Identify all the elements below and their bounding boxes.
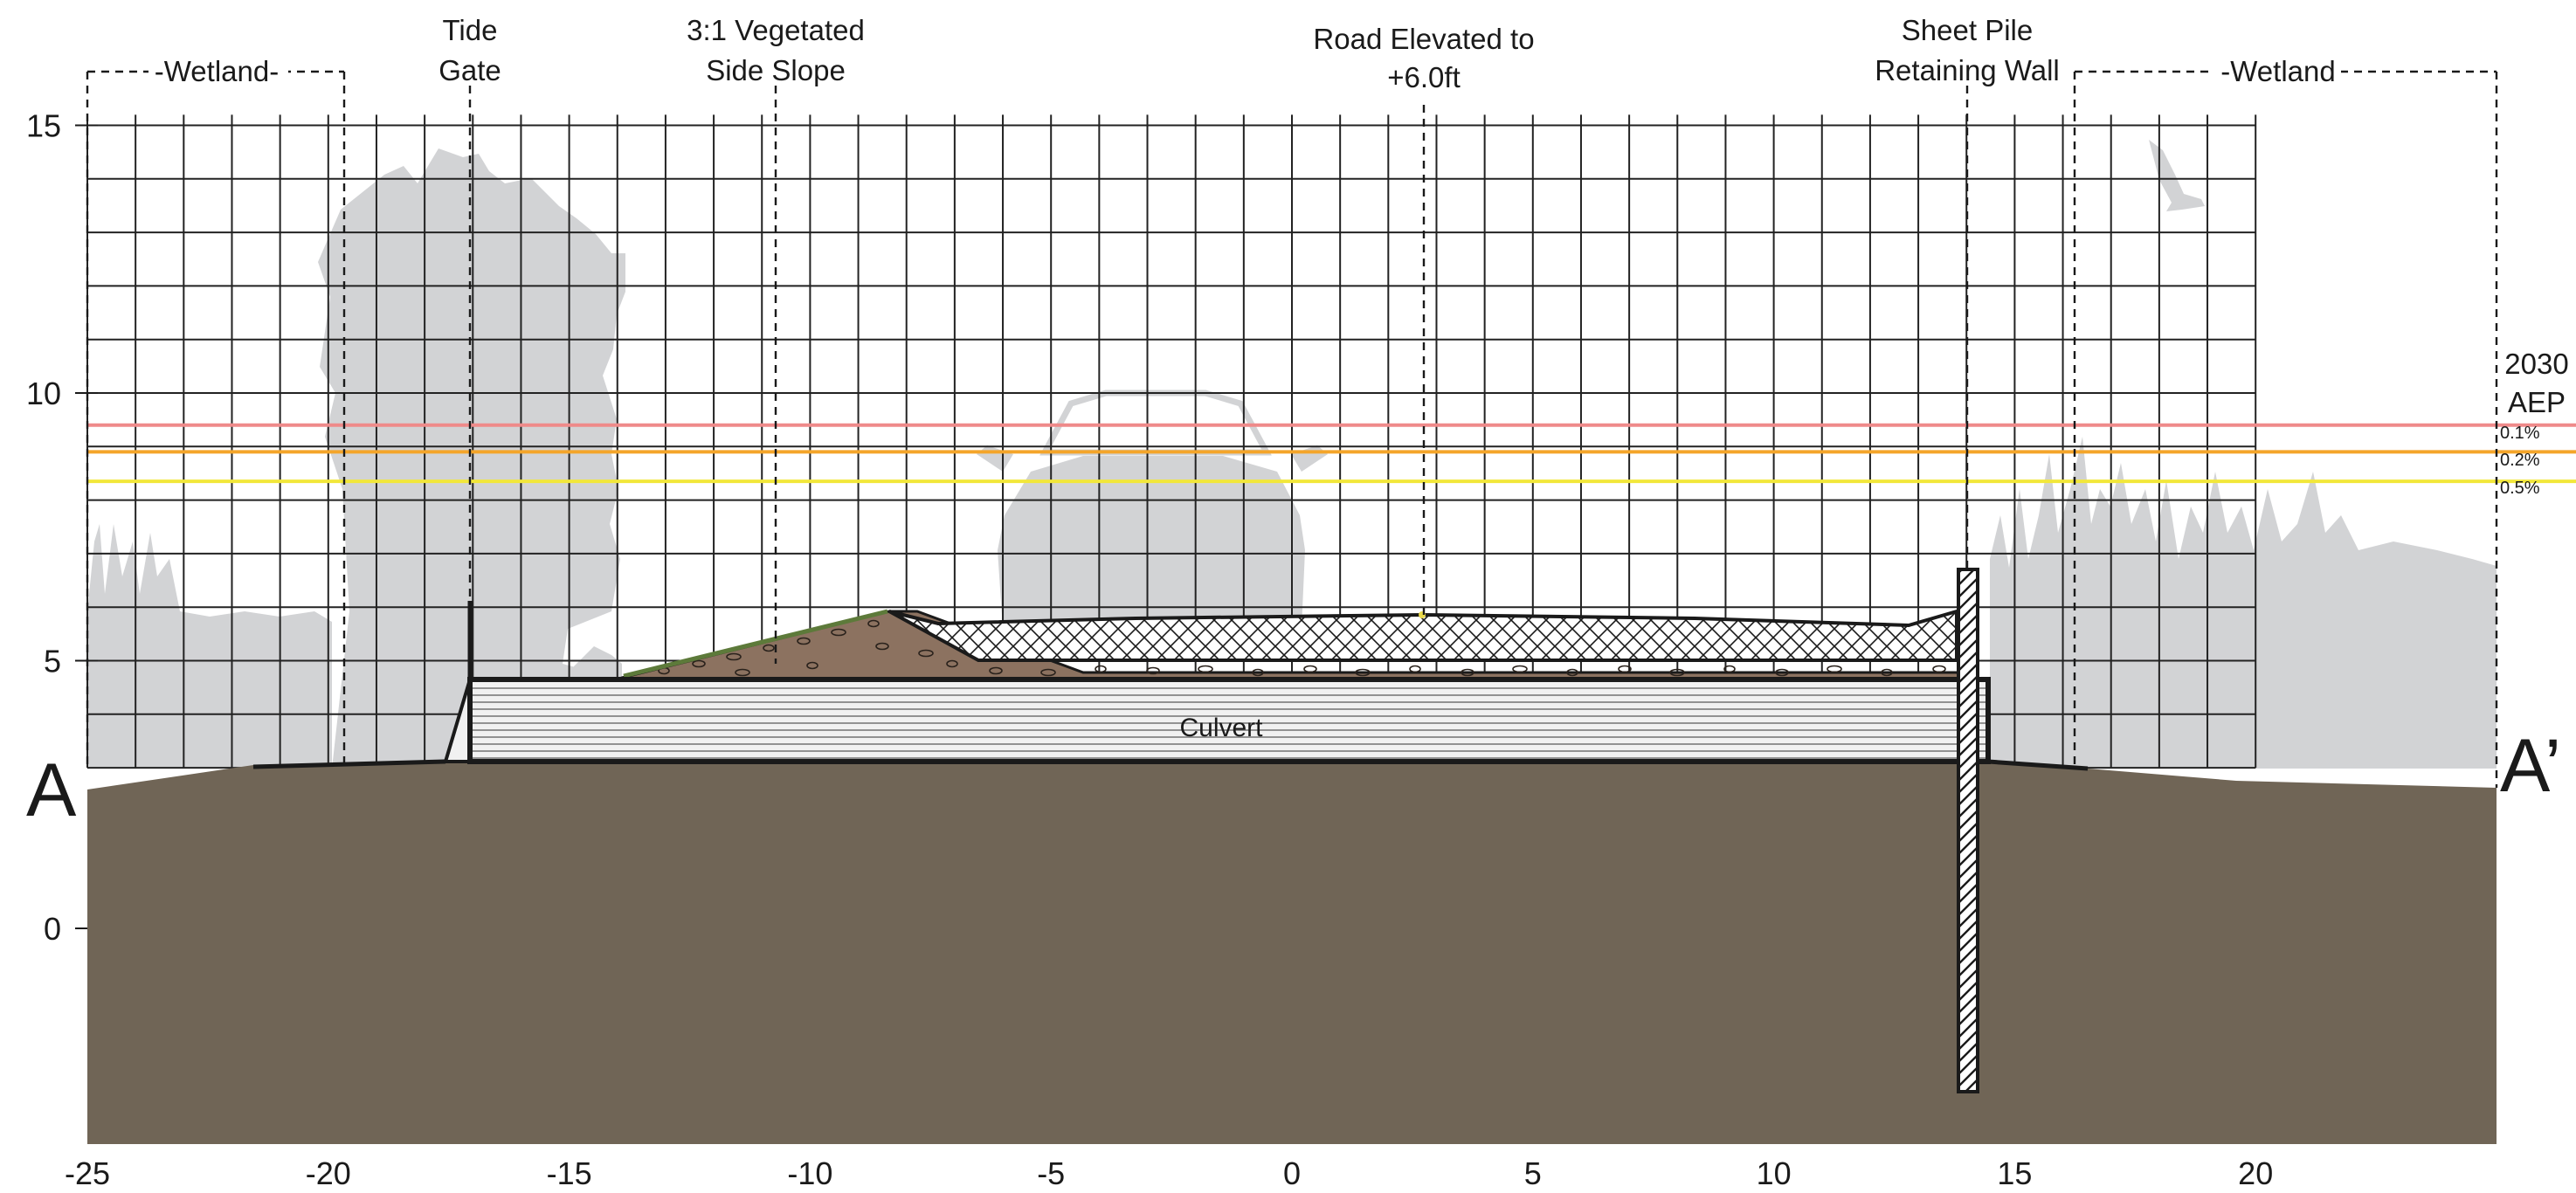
culvert-label: Culvert xyxy=(1179,714,1263,742)
soil-pebble xyxy=(1618,665,1632,673)
grass-silhouette-icon xyxy=(87,524,332,769)
soil-pebble xyxy=(1040,668,1056,677)
x-tick-label: 10 xyxy=(1757,1155,1792,1191)
soil-pebble xyxy=(1461,668,1474,677)
x-tick-label: -5 xyxy=(1037,1155,1065,1191)
aep-legend-title: AEP xyxy=(2508,386,2566,418)
x-tick-label: 0 xyxy=(1283,1155,1301,1191)
soil-pebble xyxy=(1932,665,1946,673)
callout-tide-gate-line2: Gate xyxy=(439,54,501,86)
soil-pebble xyxy=(735,668,750,677)
soil-pebble xyxy=(806,661,818,670)
road-fill xyxy=(888,609,1958,662)
callout-tide-gate-line1: Tide xyxy=(443,14,498,46)
soil-pebble xyxy=(831,628,846,637)
callouts: -Wetland- Tide Gate 3:1 Vegetated Side S… xyxy=(148,14,2341,93)
grass-silhouette-icon xyxy=(1990,437,2497,769)
x-tick-label: -25 xyxy=(65,1155,110,1191)
soil-pebble xyxy=(1723,665,1736,673)
section-end-label: A’ xyxy=(2500,724,2561,808)
x-tick-label: -20 xyxy=(306,1155,351,1191)
soil-pebble xyxy=(1252,668,1264,677)
aep-legend-year: 2030 xyxy=(2504,348,2568,380)
x-tick-label: 20 xyxy=(2238,1155,2273,1191)
axis-ticks: -25 -20 -15 -10 -5 0 5 10 15 20 15 10 5 0 xyxy=(26,108,2273,1192)
tree-silhouette-icon xyxy=(318,148,625,769)
callout-wetland-left: -Wetland- xyxy=(155,55,279,87)
aep-legend-item-2: 0.2% xyxy=(2500,451,2540,470)
bird-silhouette-icon xyxy=(2149,140,2205,211)
car-silhouette-icon xyxy=(977,390,1328,629)
x-tick-label: 15 xyxy=(1997,1155,2032,1191)
y-tick-label: 5 xyxy=(44,644,61,679)
soil-pebble xyxy=(875,642,889,651)
soil-pebble xyxy=(1303,665,1317,673)
soil-pebble xyxy=(726,652,742,661)
soil-pebble xyxy=(1409,665,1421,673)
callout-sheet-pile-line1: Sheet Pile xyxy=(1902,14,2033,46)
y-tick-label: 0 xyxy=(44,911,61,947)
aep-legend-item-3: 0.5% xyxy=(2500,479,2540,498)
soil-texture xyxy=(658,619,1946,677)
culvert xyxy=(467,677,1991,764)
soil-pebble xyxy=(1355,668,1371,677)
aep-lines xyxy=(87,423,2576,484)
soil-pebble xyxy=(946,659,958,668)
x-tick-label: -10 xyxy=(787,1155,832,1191)
background-silhouettes xyxy=(87,140,2497,769)
callout-wetland-right: -Wetland xyxy=(2220,55,2335,87)
soil-pebble xyxy=(763,644,775,652)
soil-pebble xyxy=(918,649,934,658)
soil-pebble xyxy=(692,659,706,668)
soil-pebble xyxy=(1881,668,1893,677)
ground xyxy=(87,762,2497,1144)
callout-road-elevated-line2: +6.0ft xyxy=(1387,61,1460,93)
y-tick-label: 15 xyxy=(26,108,61,144)
aep-legend-item-1: 0.1% xyxy=(2500,424,2540,443)
soil-pebble xyxy=(1198,665,1213,673)
soil-pebble xyxy=(1827,665,1842,673)
soil-pebble xyxy=(1512,665,1528,673)
soil-pebble xyxy=(797,637,811,645)
sheet-pile-retaining-wall xyxy=(1957,568,1979,1093)
soil-pebble xyxy=(1146,666,1160,675)
x-tick-label: -15 xyxy=(547,1155,592,1191)
callout-sheet-pile-line2: Retaining Wall xyxy=(1875,54,2060,86)
callout-vegetated-slope-line1: 3:1 Vegetated xyxy=(687,14,865,46)
soil-pebble xyxy=(1095,665,1107,673)
wingwall-left xyxy=(252,759,446,769)
vegetated-slope xyxy=(623,609,888,679)
section-start-label: A xyxy=(26,748,77,832)
soil-pebble xyxy=(1775,668,1789,677)
soil-pebble xyxy=(1669,668,1685,677)
soil-pebble xyxy=(1566,668,1578,677)
soil-pebble xyxy=(867,619,880,628)
callout-road-elevated-line1: Road Elevated to xyxy=(1313,23,1534,55)
callout-vegetated-slope-line2: Side Slope xyxy=(706,54,846,86)
soil-pebble xyxy=(989,666,1003,675)
wingwall-right xyxy=(1987,759,2089,771)
aep-legend: 2030 AEP 0.1% 0.2% 0.5% xyxy=(2500,348,2569,498)
y-tick-label: 10 xyxy=(26,376,61,411)
x-tick-label: 5 xyxy=(1524,1155,1542,1191)
